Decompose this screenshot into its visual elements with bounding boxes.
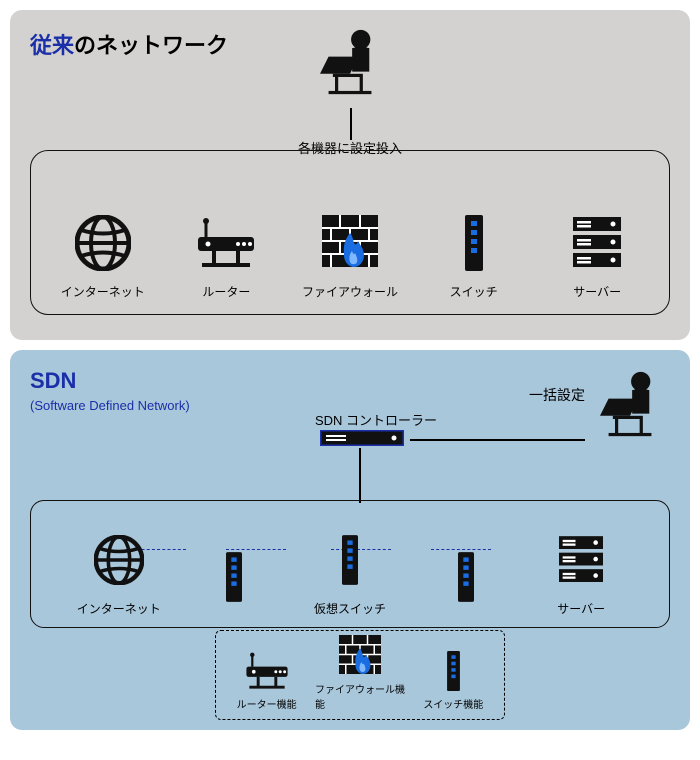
virtual-function-box: ルーター機能 ファイアウォール機能 スイッチ機能 [215,630,505,720]
switch-icon [458,547,474,607]
device-label: サーバー [573,283,621,300]
title-accent: 従来 [30,33,74,58]
device-server: サーバー [542,213,652,300]
device-label: ルーター [202,283,250,300]
device-router: ルーター [171,213,281,300]
conventional-network-panel: 従来のネットワーク 各機器に設定投入 インターネット ルーター ファイアウォール… [10,10,690,340]
device-internet: インターネット [48,213,158,300]
router-icon [242,650,292,692]
connector-line [410,439,585,441]
controller-icon [320,430,404,451]
batch-config-label: 一括設定 [529,385,585,405]
firewall-icon [322,213,378,273]
controller-label: SDN コントローラー [315,410,437,429]
switch-icon [465,213,483,273]
device-vswitch [184,547,284,617]
device-vswitch [416,547,516,617]
device-label: インターネット [61,283,145,300]
device-label: スイッチ [450,283,498,300]
func-router: ルーター機能 [222,650,312,711]
func-label: スイッチ機能 [423,696,483,711]
device-firewall: ファイアウォール [295,213,405,300]
admin-icon [320,28,380,101]
device-label: インターネット [77,600,161,617]
switch-icon [342,530,358,590]
device-internet: インターネット [69,530,169,617]
title-rest: のネットワーク [74,33,228,58]
switch-icon [447,650,460,692]
server-icon [573,213,621,273]
device-switch: スイッチ [419,213,529,300]
switch-icon [226,547,242,607]
globe-icon [75,213,131,273]
admin-icon [600,370,660,443]
func-label: ルーター機能 [237,696,297,711]
device-server: サーバー [531,530,631,617]
func-switch: スイッチ機能 [408,650,498,711]
sdn-panel: SDN (Software Defined Network) 一括設定 SDN … [10,350,690,730]
connector-line [350,108,352,140]
connector-line [359,448,361,503]
device-group-box: インターネット ルーター ファイアウォール スイッチ サーバー [30,150,670,315]
sdn-device-box: インターネット 仮想スイッチ サーバー [30,500,670,628]
router-icon [192,213,260,273]
server-icon [559,530,603,590]
func-label: ファイアウォール機能 [315,681,405,711]
firewall-icon [339,635,381,677]
device-label: サーバー [557,600,605,617]
func-firewall: ファイアウォール機能 [315,635,405,711]
device-label: ファイアウォール [302,283,398,300]
device-label: 仮想スイッチ [314,600,386,617]
globe-icon [94,530,144,590]
device-vswitch: 仮想スイッチ [300,530,400,617]
